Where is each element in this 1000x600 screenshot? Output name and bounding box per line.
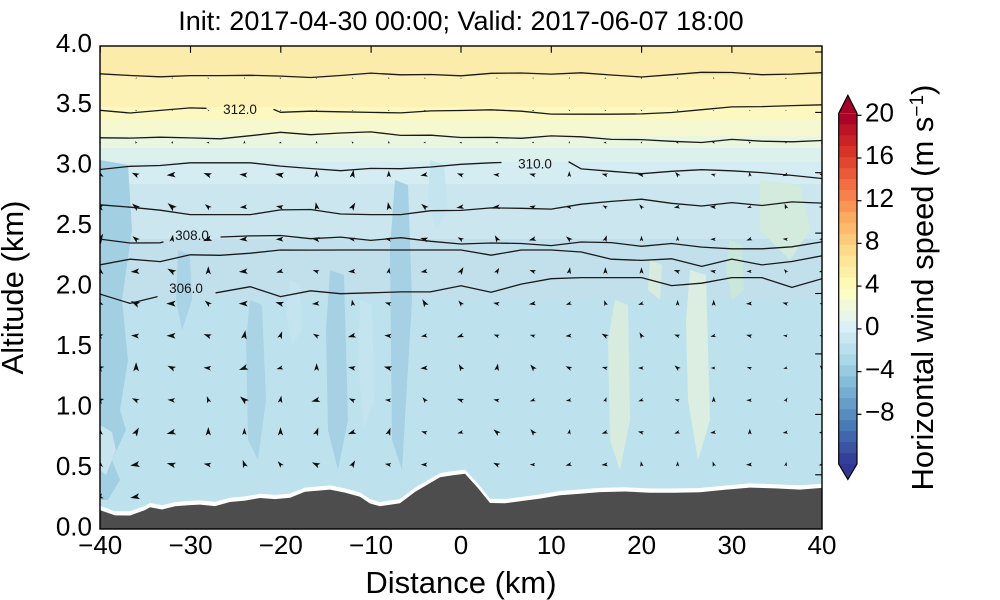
svg-text:2.5: 2.5	[56, 209, 92, 239]
svg-text:20: 20	[627, 530, 656, 560]
svg-text:Altitude (km): Altitude (km)	[0, 201, 30, 375]
svg-text:12: 12	[865, 183, 894, 213]
svg-text:0: 0	[865, 311, 879, 341]
svg-text:312.0: 312.0	[223, 102, 257, 117]
svg-text:2.0: 2.0	[56, 269, 92, 299]
svg-text:0: 0	[454, 530, 468, 560]
svg-text:310.0: 310.0	[518, 157, 552, 172]
svg-text:4.0: 4.0	[56, 28, 92, 58]
svg-text:16: 16	[865, 140, 894, 170]
svg-text:Horizontal wind speed (m s−1): Horizontal wind speed (m s−1)	[905, 85, 940, 491]
svg-text:−4: −4	[865, 354, 895, 384]
svg-text:1.5: 1.5	[56, 330, 92, 360]
svg-text:4: 4	[865, 268, 879, 298]
svg-text:−10: −10	[349, 530, 393, 560]
svg-text:8: 8	[865, 226, 879, 256]
svg-text:−40: −40	[78, 530, 122, 560]
svg-text:40: 40	[808, 530, 837, 560]
svg-text:1.0: 1.0	[56, 390, 92, 420]
svg-text:−8: −8	[865, 397, 895, 427]
svg-text:0.5: 0.5	[56, 451, 92, 481]
svg-text:3.0: 3.0	[56, 149, 92, 179]
svg-text:308.0: 308.0	[175, 228, 209, 243]
svg-text:30: 30	[717, 530, 746, 560]
svg-text:−30: −30	[168, 530, 212, 560]
svg-text:20: 20	[865, 98, 894, 128]
svg-text:306.0: 306.0	[169, 281, 203, 296]
svg-text:3.5: 3.5	[56, 88, 92, 118]
svg-text:Distance (km): Distance (km)	[365, 565, 556, 600]
svg-text:10: 10	[537, 530, 566, 560]
svg-text:Init: 2017-04-30 00:00; Valid:: Init: 2017-04-30 00:00; Valid: 2017-06-0…	[178, 6, 743, 36]
svg-text:−20: −20	[259, 530, 303, 560]
